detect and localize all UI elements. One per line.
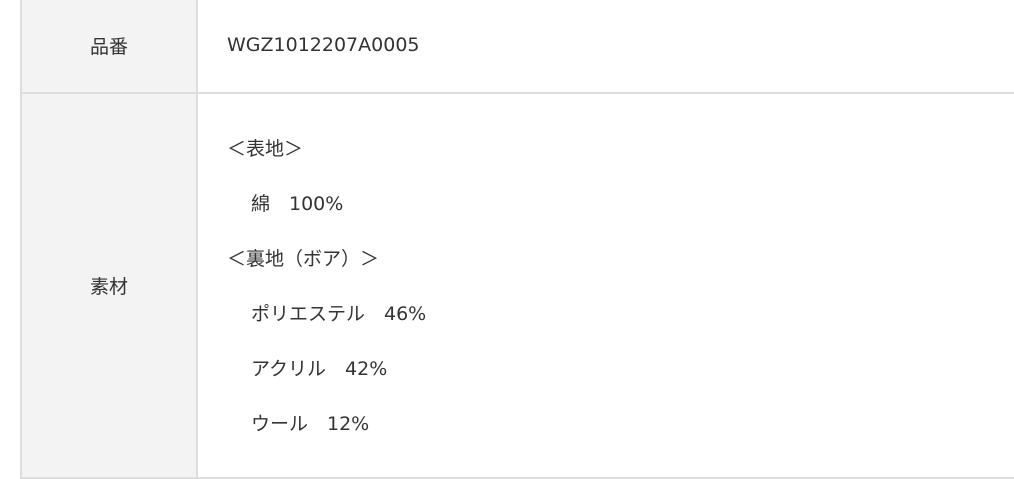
product-number-value: WGZ1012207A0005	[227, 34, 420, 56]
material-item: ポリエステル 46%	[251, 303, 427, 325]
material-item: ウール 12%	[251, 413, 370, 435]
material-value: ＜表地＞ 綿 100% ＜裏地（ボア）＞ ポリエステル 46% アクリル 42%…	[198, 94, 1014, 477]
product-spec-table: 品番 WGZ1012207A0005 素材 ＜表地＞ 綿 100% ＜裏地（ボア…	[20, 0, 1014, 479]
material-section-heading: ＜表地＞	[227, 138, 304, 160]
table-row-product-number: 品番 WGZ1012207A0005	[22, 0, 1014, 92]
material-item: アクリル 42%	[251, 358, 388, 380]
table-row-material: 素材 ＜表地＞ 綿 100% ＜裏地（ボア）＞ ポリエステル 46% アクリル …	[22, 92, 1014, 477]
row-label: 素材	[22, 94, 198, 477]
material-item: 綿 100%	[251, 193, 344, 215]
row-label: 品番	[22, 0, 198, 92]
material-section-heading: ＜裏地（ボア）＞	[227, 248, 380, 270]
